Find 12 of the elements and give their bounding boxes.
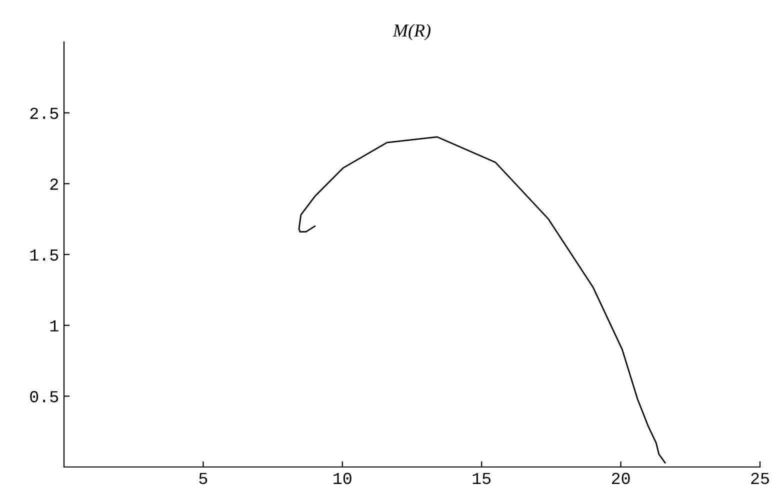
y-tick-label: 1.5 xyxy=(30,250,58,261)
line-series xyxy=(298,136,666,464)
x-tick-label: 15 xyxy=(472,472,491,484)
chart-title: M(R) xyxy=(392,24,430,40)
x-tick-label: 20 xyxy=(612,472,630,484)
y-tick-label: 0.5 xyxy=(30,391,58,402)
y-tick-label: 1 xyxy=(50,320,58,332)
x-tick-label: 10 xyxy=(334,472,352,484)
x-tick-label: 5 xyxy=(199,472,208,484)
y-tick-label: 2 xyxy=(50,178,58,190)
x-tick-label: 25 xyxy=(751,472,769,484)
y-tick-label: 2.5 xyxy=(30,108,58,120)
